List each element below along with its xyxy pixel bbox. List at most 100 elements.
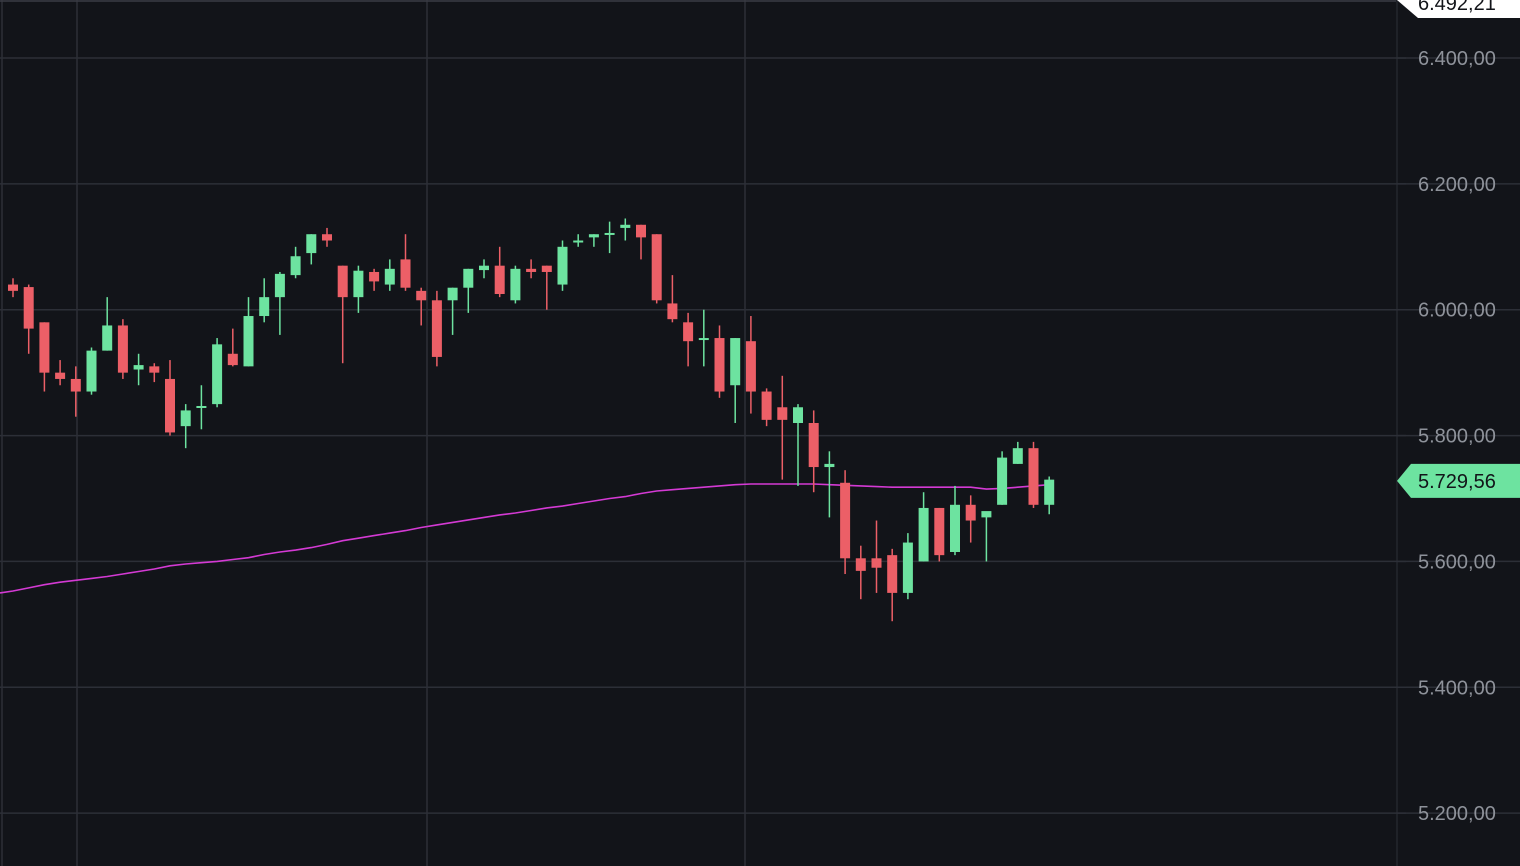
candle-body [55, 372, 66, 379]
candle-52[interactable] [824, 451, 835, 518]
candle-10[interactable] [165, 360, 175, 436]
candle-56[interactable] [887, 548, 898, 622]
candle-body [447, 287, 458, 301]
candle-25[interactable] [400, 234, 411, 291]
candle-26[interactable] [416, 287, 427, 326]
candle-47[interactable] [745, 316, 756, 414]
candle-21[interactable] [337, 265, 348, 364]
candle-0[interactable] [8, 278, 18, 298]
candle-66[interactable] [1044, 476, 1055, 515]
candle-14[interactable] [227, 328, 238, 367]
candle-62[interactable] [981, 511, 992, 562]
candle-body [149, 366, 160, 373]
candle-body [604, 232, 615, 235]
candle-6[interactable] [102, 297, 113, 351]
candle-46[interactable] [730, 338, 741, 423]
candle-body [557, 246, 568, 285]
candle-22[interactable] [353, 265, 364, 313]
candle-body [180, 410, 191, 427]
candle-58[interactable] [918, 492, 929, 562]
candle-body [981, 511, 992, 518]
candle-body [620, 224, 631, 228]
candle-13[interactable] [212, 338, 223, 408]
candle-35[interactable] [557, 240, 568, 291]
candle-12[interactable] [196, 385, 207, 430]
candle-body [306, 234, 317, 254]
candle-body [871, 558, 882, 568]
candle-4[interactable] [70, 366, 81, 417]
candle-39[interactable] [620, 218, 631, 241]
candle-43[interactable] [683, 312, 694, 367]
candle-body [39, 322, 50, 373]
axis-tick-label: 5.600,00 [1418, 551, 1496, 573]
candlestick-series [8, 218, 1055, 622]
candle-27[interactable] [431, 290, 442, 367]
candle-15[interactable] [243, 297, 254, 367]
candle-body [808, 422, 819, 468]
candle-body [1044, 479, 1055, 505]
candle-60[interactable] [950, 485, 960, 556]
candle-42[interactable] [667, 275, 678, 323]
candle-63[interactable] [997, 451, 1008, 505]
candle-body [1028, 448, 1039, 505]
candle-body [133, 365, 144, 370]
candle-body [541, 265, 552, 272]
candle-64[interactable] [1012, 441, 1023, 464]
candle-body [290, 256, 301, 276]
candle-48[interactable] [761, 388, 772, 427]
candle-body [353, 270, 364, 298]
candle-9[interactable] [149, 363, 160, 383]
candle-37[interactable] [588, 234, 599, 247]
price-axis[interactable]: 5.200,00 5.400,00 5.600,00 5.800,00 6.000,00… [1397, 48, 1496, 825]
candle-44[interactable] [698, 309, 709, 367]
candle-41[interactable] [651, 234, 662, 304]
candle-54[interactable] [855, 545, 866, 600]
axis-tick-label: 5.400,00 [1418, 677, 1496, 699]
candle-17[interactable] [274, 271, 285, 335]
candle-57[interactable] [902, 533, 913, 600]
candle-body [526, 268, 537, 272]
candle-45[interactable] [714, 325, 725, 398]
candle-55[interactable] [871, 520, 882, 593]
candle-34[interactable] [541, 265, 552, 310]
candle-49[interactable] [777, 375, 788, 480]
candle-body [384, 268, 395, 285]
candle-33[interactable] [526, 259, 537, 279]
candle-19[interactable] [306, 234, 317, 265]
candle-30[interactable] [479, 259, 489, 279]
candle-2[interactable] [39, 322, 50, 392]
candle-body [573, 240, 584, 243]
candle-body [667, 303, 678, 320]
candle-body [494, 265, 505, 294]
candle-7[interactable] [117, 319, 128, 379]
candle-18[interactable] [290, 246, 301, 279]
candle-59[interactable] [934, 507, 945, 562]
candle-51[interactable] [808, 410, 819, 493]
candle-50[interactable] [793, 404, 803, 486]
candle-65[interactable] [1028, 441, 1039, 508]
candle-body [588, 234, 599, 238]
candle-20[interactable] [322, 227, 332, 247]
candle-body [636, 224, 646, 238]
candle-23[interactable] [369, 268, 380, 291]
candle-61[interactable] [965, 495, 976, 543]
candle-28[interactable] [447, 287, 458, 335]
candle-3[interactable] [55, 360, 66, 386]
candle-24[interactable] [384, 259, 395, 291]
candle-31[interactable] [494, 246, 505, 298]
candle-5[interactable] [86, 347, 97, 395]
candle-8[interactable] [133, 353, 144, 386]
candle-29[interactable] [463, 268, 474, 313]
candle-16[interactable] [259, 278, 270, 323]
candle-38[interactable] [604, 221, 615, 254]
candle-36[interactable] [573, 234, 584, 247]
candle-body [1012, 448, 1023, 464]
candle-11[interactable] [180, 404, 191, 449]
candle-32[interactable] [510, 265, 521, 304]
candle-40[interactable] [636, 224, 646, 260]
candle-53[interactable] [840, 470, 851, 575]
candle-1[interactable] [23, 284, 34, 354]
